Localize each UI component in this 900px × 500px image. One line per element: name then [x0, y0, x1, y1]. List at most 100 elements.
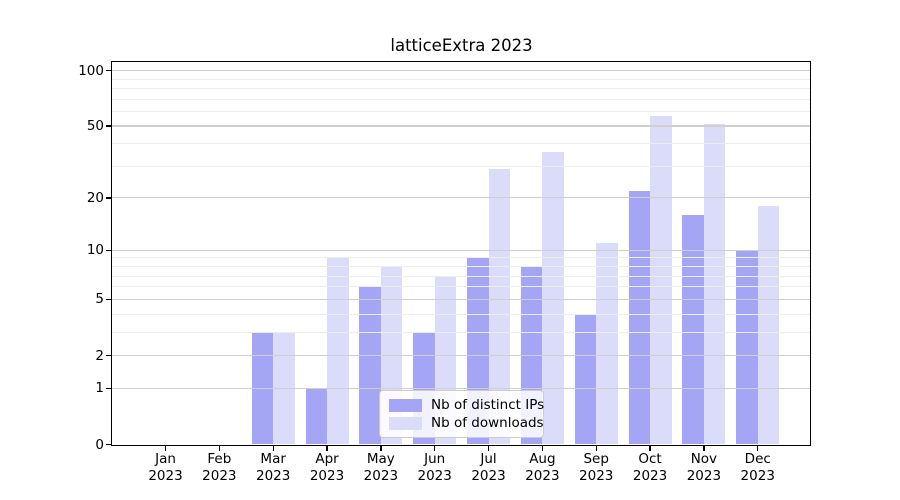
y-tick-label: 10: [86, 242, 104, 259]
x-tick-year: 2023: [740, 468, 775, 484]
bar-downloads-sep: [596, 243, 618, 445]
x-tick-mark: [541, 445, 544, 451]
y-tick-label: 1: [95, 380, 104, 397]
y-tick-label: 0: [95, 436, 104, 453]
x-tick-mark: [649, 445, 651, 451]
x-tick-label: May 2023: [353, 451, 409, 485]
x-tick-year: 2023: [309, 468, 345, 484]
x-tick-mark: [595, 445, 597, 451]
bar-distinct-ips-sep: [574, 314, 597, 445]
bar-downloads-dec: [757, 206, 780, 445]
legend-swatch-distinct-ips: [389, 398, 422, 412]
x-tick-year: 2023: [632, 468, 668, 484]
x-tick-month: Jun: [424, 451, 446, 467]
x-tick-month: Sep: [583, 451, 609, 467]
x-tick-mark: [326, 445, 328, 451]
bar-downloads-aug: [542, 152, 564, 445]
legend-label-downloads: Nb of downloads: [431, 415, 544, 431]
x-tick-year: 2023: [471, 468, 506, 484]
gridline-minor: [112, 143, 810, 145]
gridline-major: [112, 249, 810, 251]
bar-distinct-ips-may: [359, 286, 381, 445]
y-tick-mark: [105, 197, 111, 199]
x-tick-label: Dec 2023: [730, 451, 786, 485]
gridline-major: [112, 70, 810, 72]
x-tick-mark: [380, 445, 382, 451]
x-tick-month: May: [366, 451, 395, 467]
x-tick-year: 2023: [202, 468, 237, 484]
gridline-minor: [112, 165, 810, 167]
gridline-major: [112, 197, 810, 199]
x-tick-year: 2023: [417, 468, 452, 484]
y-tick-mark: [105, 249, 111, 251]
gridline-minor: [112, 257, 810, 259]
gridline-minor: [112, 111, 810, 113]
gridline-major: [112, 125, 810, 127]
gridline-minor: [112, 98, 810, 100]
gridline-minor: [112, 313, 810, 315]
x-tick-mark: [272, 445, 274, 451]
x-tick-label: Feb 2023: [191, 451, 247, 485]
x-tick-year: 2023: [525, 468, 560, 484]
gridline-minor: [112, 88, 810, 90]
legend-label-distinct-ips: Nb of distinct IPs: [431, 397, 545, 413]
x-tick-month: Apr: [315, 451, 339, 467]
x-tick-label: Jan 2023: [138, 451, 194, 485]
y-tick-mark: [105, 70, 111, 72]
legend-item-distinct-ips: Nb of distinct IPs: [389, 397, 544, 413]
x-tick-year: 2023: [255, 468, 291, 484]
gridline-minor: [112, 275, 810, 277]
gridline-minor: [112, 331, 810, 333]
y-tick-mark: [105, 354, 111, 357]
gridline-major: [112, 298, 810, 300]
x-tick-label: Jun 2023: [407, 451, 463, 485]
x-tick-mark: [703, 445, 705, 451]
bar-distinct-ips-dec: [736, 250, 758, 445]
x-tick-label: Aug 2023: [514, 451, 570, 485]
bar-distinct-ips-nov: [682, 215, 704, 445]
chart-title: latticeExtra 2023: [390, 36, 533, 55]
x-tick-mark: [164, 445, 167, 451]
x-tick-month: Dec: [744, 451, 771, 467]
x-tick-month: Jan: [155, 451, 176, 467]
x-tick-year: 2023: [686, 468, 722, 484]
x-tick-year: 2023: [148, 468, 183, 484]
y-tick-mark: [105, 387, 111, 389]
gridline-minor: [112, 78, 810, 80]
y-tick-mark: [105, 443, 111, 446]
legend-swatch-downloads: [389, 416, 422, 430]
legend-item-downloads: Nb of downloads: [389, 415, 544, 431]
x-tick-label: Apr 2023: [299, 451, 355, 485]
x-tick-mark: [487, 445, 490, 451]
y-tick-label: 50: [86, 118, 104, 135]
x-tick-month: Nov: [690, 451, 718, 467]
x-tick-mark: [757, 445, 759, 451]
bar-downloads-apr: [327, 257, 349, 445]
y-tick-mark: [105, 125, 111, 127]
x-tick-mark: [434, 445, 436, 451]
x-tick-label: Mar 2023: [245, 451, 301, 485]
y-tick-label: 100: [78, 62, 104, 79]
gridline-major: [112, 354, 810, 356]
x-tick-mark: [218, 445, 220, 451]
gridline-minor: [112, 266, 810, 268]
x-tick-month: Jul: [480, 451, 497, 467]
y-tick-mark: [105, 298, 111, 300]
gridline-major: [112, 387, 810, 389]
x-tick-year: 2023: [579, 468, 614, 484]
bar-distinct-ips-apr: [305, 388, 328, 445]
bar-downloads-jul: [488, 169, 511, 445]
legend: Nb of distinct IPs Nb of downloads: [379, 390, 544, 438]
y-tick-label: 2: [95, 347, 104, 364]
bar-distinct-ips-oct: [628, 190, 651, 445]
x-tick-label: Jul 2023: [461, 451, 517, 485]
y-tick-label: 20: [86, 189, 104, 206]
bar-downloads-nov: [703, 124, 726, 445]
x-tick-month: Oct: [638, 451, 662, 467]
x-tick-label: Oct 2023: [622, 451, 678, 485]
x-tick-month: Feb: [207, 451, 232, 467]
x-tick-year: 2023: [363, 468, 399, 484]
x-tick-label: Nov 2023: [676, 451, 732, 485]
x-tick-month: Mar: [260, 451, 286, 467]
